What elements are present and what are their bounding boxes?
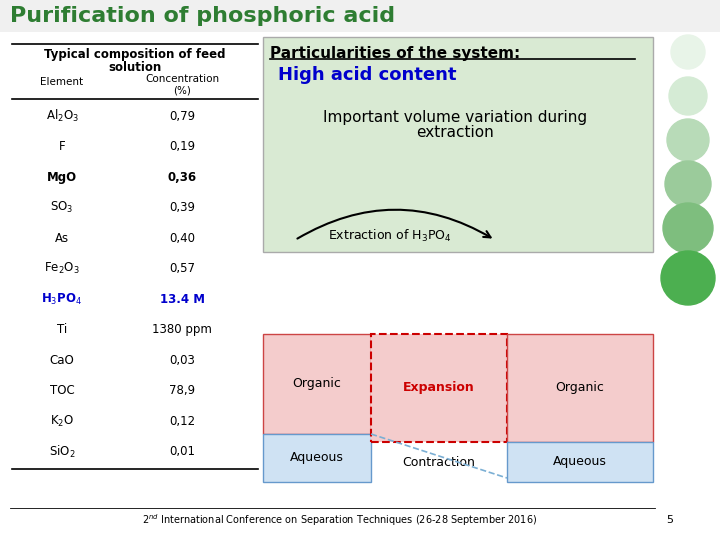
Text: 0,12: 0,12 [169, 415, 195, 428]
FancyArrowPatch shape [297, 210, 490, 239]
FancyBboxPatch shape [0, 0, 720, 32]
Text: H$_3$PO$_4$: H$_3$PO$_4$ [42, 292, 83, 307]
Text: 0,79: 0,79 [169, 110, 195, 123]
Text: 1380 ppm: 1380 ppm [152, 323, 212, 336]
Text: Ti: Ti [57, 323, 67, 336]
Text: Typical composition of feed: Typical composition of feed [44, 48, 226, 61]
Text: K$_2$O: K$_2$O [50, 414, 74, 429]
FancyBboxPatch shape [263, 334, 371, 434]
Text: 0,36: 0,36 [168, 171, 197, 184]
Text: Concentration
(%): Concentration (%) [145, 74, 219, 96]
Text: 5: 5 [667, 515, 673, 525]
Text: 2$^{nd}$ International Conference on Separation Techniques (26-28 September 2016: 2$^{nd}$ International Conference on Sep… [143, 512, 538, 528]
FancyBboxPatch shape [507, 334, 653, 442]
Text: 13.4 M: 13.4 M [160, 293, 204, 306]
FancyBboxPatch shape [371, 334, 507, 442]
Circle shape [669, 77, 707, 115]
Text: solution: solution [109, 61, 161, 74]
Text: 0,03: 0,03 [169, 354, 195, 367]
FancyBboxPatch shape [263, 37, 653, 252]
Text: As: As [55, 232, 69, 245]
Text: Organic: Organic [292, 377, 341, 390]
Text: Element: Element [40, 77, 84, 87]
Text: MgO: MgO [47, 171, 77, 184]
Circle shape [667, 119, 709, 161]
Text: Fe$_2$O$_3$: Fe$_2$O$_3$ [44, 261, 80, 276]
FancyBboxPatch shape [263, 434, 371, 482]
Circle shape [671, 35, 705, 69]
Text: Aqueous: Aqueous [553, 456, 607, 469]
Text: 0,19: 0,19 [169, 140, 195, 153]
Text: Expansion: Expansion [403, 381, 475, 395]
Text: SO$_3$: SO$_3$ [50, 200, 73, 215]
Text: Particularities of the system:: Particularities of the system: [270, 46, 521, 61]
Circle shape [661, 251, 715, 305]
Text: Contraction: Contraction [402, 456, 475, 469]
Text: SiO$_2$: SiO$_2$ [49, 444, 76, 460]
Text: extraction: extraction [416, 125, 494, 140]
Circle shape [663, 203, 713, 253]
Text: Extraction of H$_3$PO$_4$: Extraction of H$_3$PO$_4$ [328, 228, 452, 244]
Text: CaO: CaO [50, 354, 74, 367]
Text: 0,39: 0,39 [169, 201, 195, 214]
Text: 0,01: 0,01 [169, 446, 195, 458]
Text: Aqueous: Aqueous [290, 451, 344, 464]
Text: F: F [59, 140, 66, 153]
Text: 0,40: 0,40 [169, 232, 195, 245]
Text: Important volume variation during: Important volume variation during [323, 110, 587, 125]
Text: Organic: Organic [556, 381, 604, 395]
FancyBboxPatch shape [507, 442, 653, 482]
Text: TOC: TOC [50, 384, 74, 397]
Text: 0,57: 0,57 [169, 262, 195, 275]
Text: Purification of phosphoric acid: Purification of phosphoric acid [10, 6, 395, 26]
Text: 78,9: 78,9 [169, 384, 195, 397]
Circle shape [665, 161, 711, 207]
Text: Al$_2$O$_3$: Al$_2$O$_3$ [45, 108, 78, 124]
Text: High acid content: High acid content [278, 66, 456, 84]
